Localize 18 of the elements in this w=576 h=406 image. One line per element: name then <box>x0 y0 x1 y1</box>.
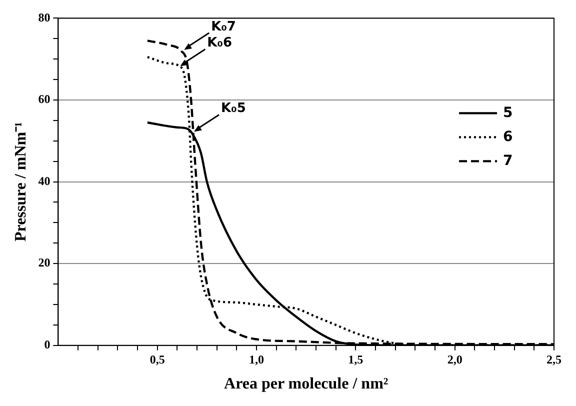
y-tick-label: 0 <box>44 337 50 352</box>
y-tick-label: 20 <box>38 256 50 270</box>
annotation: K₀6 <box>207 36 232 51</box>
legend-label: 6 <box>503 128 513 145</box>
y-tick-label: 60 <box>38 92 50 106</box>
y-tick-label: 80 <box>38 10 50 24</box>
x-tick-label: 2,0 <box>447 352 462 367</box>
legend-label: 7 <box>503 152 513 169</box>
annotation: K₀7 <box>211 19 236 34</box>
y-axis-title: Pressure / mNm⁻¹ <box>12 122 30 242</box>
x-axis-title: Area per molecule / nm² <box>224 376 388 393</box>
legend-label: 5 <box>503 104 513 121</box>
annotation: K₀5 <box>221 101 246 116</box>
y-tick-label: 40 <box>38 174 50 188</box>
x-tick-label: 0,5 <box>150 352 165 367</box>
x-tick-label: 2,5 <box>546 352 562 367</box>
x-tick-label: 1,5 <box>348 352 364 367</box>
x-tick-label: 1,0 <box>249 352 264 367</box>
